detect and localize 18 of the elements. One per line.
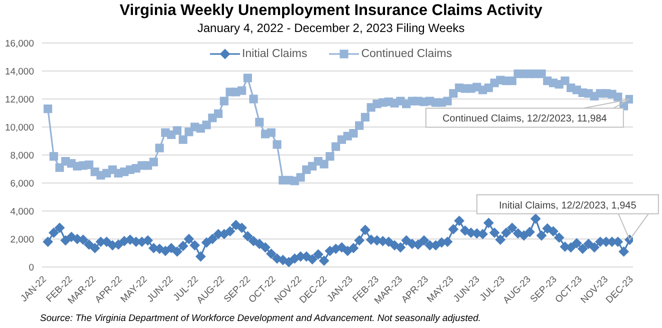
y-tick-label: 8,000 [10,150,34,162]
y-tick-label: 6,000 [10,178,34,190]
y-tick-label: 0 [28,262,34,274]
y-tick-label: 14,000 [4,66,34,78]
legend-label: Continued Claims [361,48,452,60]
chart-title: Virginia Weekly Unemployment Insurance Claims Activity [118,2,544,20]
y-tick-label: 12,000 [4,94,34,106]
annotation: Continued Claims, 12/2/2023, 11,984 [442,114,608,125]
y-tick-label: 10,000 [4,122,34,134]
legend-label: Initial Claims [242,48,308,60]
chart-subtitle: January 4, 2022 - December 2, 2023 Filing Weeks [196,21,466,35]
callout: Initial Claims, 12/2/2023, 1,945 [476,194,659,241]
y-tick-label: 2,000 [10,234,34,246]
y-tick-label: 4,000 [10,206,34,218]
y-tick-label: 16,000 [4,38,34,50]
source-note: Source: The Virginia Department of Workforce Development and Advancement. Not seasonally adjusted. [40,313,481,324]
callout: Continued Claims, 12/2/2023, 11,984 [425,98,630,128]
annotation: Initial Claims, 12/2/2023, 1,945 [498,200,637,212]
